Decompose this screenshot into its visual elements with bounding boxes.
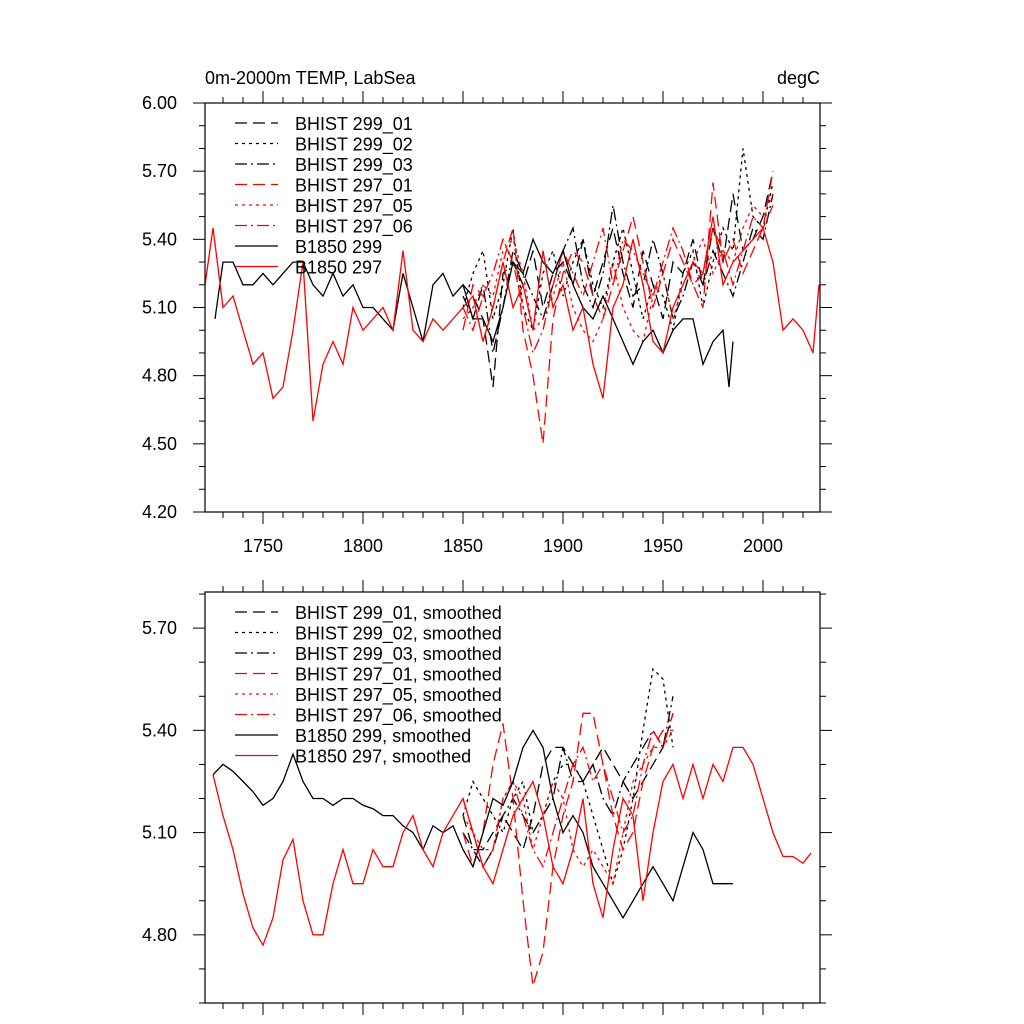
x-tick-label: 1900 <box>543 536 583 556</box>
series-line-b1850-299-smoothed <box>212 729 733 920</box>
series-line-bhist-299-03-smoothed <box>462 696 674 868</box>
y-tick-label: 5.40 <box>142 720 177 740</box>
legend-label: BHIST 299_03 <box>295 155 413 176</box>
legend-label: BHIST 299_02 <box>295 135 413 156</box>
x-tick-label: 1850 <box>443 536 483 556</box>
y-tick-label: 5.10 <box>142 823 177 843</box>
series-line-bhist-299-01-smoothed <box>462 713 674 852</box>
legend-label: BHIST 299_02, smoothed <box>295 624 502 645</box>
series-line-b1850-299 <box>214 237 734 388</box>
series-line-bhist-297-01-smoothed <box>462 712 673 987</box>
y-tick-label: 4.50 <box>142 434 177 454</box>
x-tick-label: 1950 <box>643 536 683 556</box>
legend-label: BHIST 297_05, smoothed <box>295 685 502 706</box>
y-tick-label: 6.00 <box>142 93 177 113</box>
x-tick-label: 2000 <box>743 536 783 556</box>
series-line-bhist-299-02 <box>462 148 774 333</box>
x-tick-label: 1800 <box>343 536 383 556</box>
legend-label: BHIST 299_01 <box>295 114 413 135</box>
legend-label: B1850 299, smoothed <box>295 726 471 746</box>
legend-label: BHIST 299_01, smoothed <box>295 603 502 624</box>
y-tick-label: 5.10 <box>142 298 177 318</box>
chart-title: 0m-2000m TEMP, LabSea <box>205 68 416 88</box>
series-line-bhist-297-06-smoothed <box>462 713 674 869</box>
series-line-bhist-297-05 <box>462 193 774 343</box>
legend-label: B1850 297 <box>295 258 382 278</box>
legend-label: BHIST 297_06, smoothed <box>295 706 502 727</box>
legend-label: BHIST 297_01 <box>295 176 413 197</box>
series-line-b1850-297-smoothed <box>212 746 812 947</box>
series-line-bhist-299-01 <box>462 171 774 388</box>
legend-label: BHIST 299_03, smoothed <box>295 644 502 665</box>
series-line-b1850-297 <box>205 216 820 422</box>
legend-label: BHIST 297_05 <box>295 196 413 217</box>
y-tick-label: 5.70 <box>142 161 177 181</box>
series-line-bhist-297-01 <box>462 171 774 444</box>
legend-label: B1850 297, smoothed <box>295 747 471 767</box>
x-tick-label: 1750 <box>243 536 283 556</box>
y-tick-label: 4.80 <box>142 925 177 945</box>
y-tick-label: 4.20 <box>142 502 177 522</box>
y-tick-label: 4.80 <box>142 366 177 386</box>
legend-label: BHIST 297_06 <box>295 217 413 238</box>
top-panel: 0m-2000m TEMP, LabSea degC 1750 1800 1850 1… <box>142 68 832 556</box>
units-label: degC <box>777 68 820 88</box>
series-line-bhist-297-05-smoothed <box>462 730 674 886</box>
legend-label: BHIST 297_01, smoothed <box>295 665 502 686</box>
legend-label: B1850 299 <box>295 237 382 257</box>
y-tick-label: 5.70 <box>142 618 177 638</box>
plot-frame <box>204 591 821 1004</box>
y-tick-label: 5.40 <box>142 229 177 249</box>
